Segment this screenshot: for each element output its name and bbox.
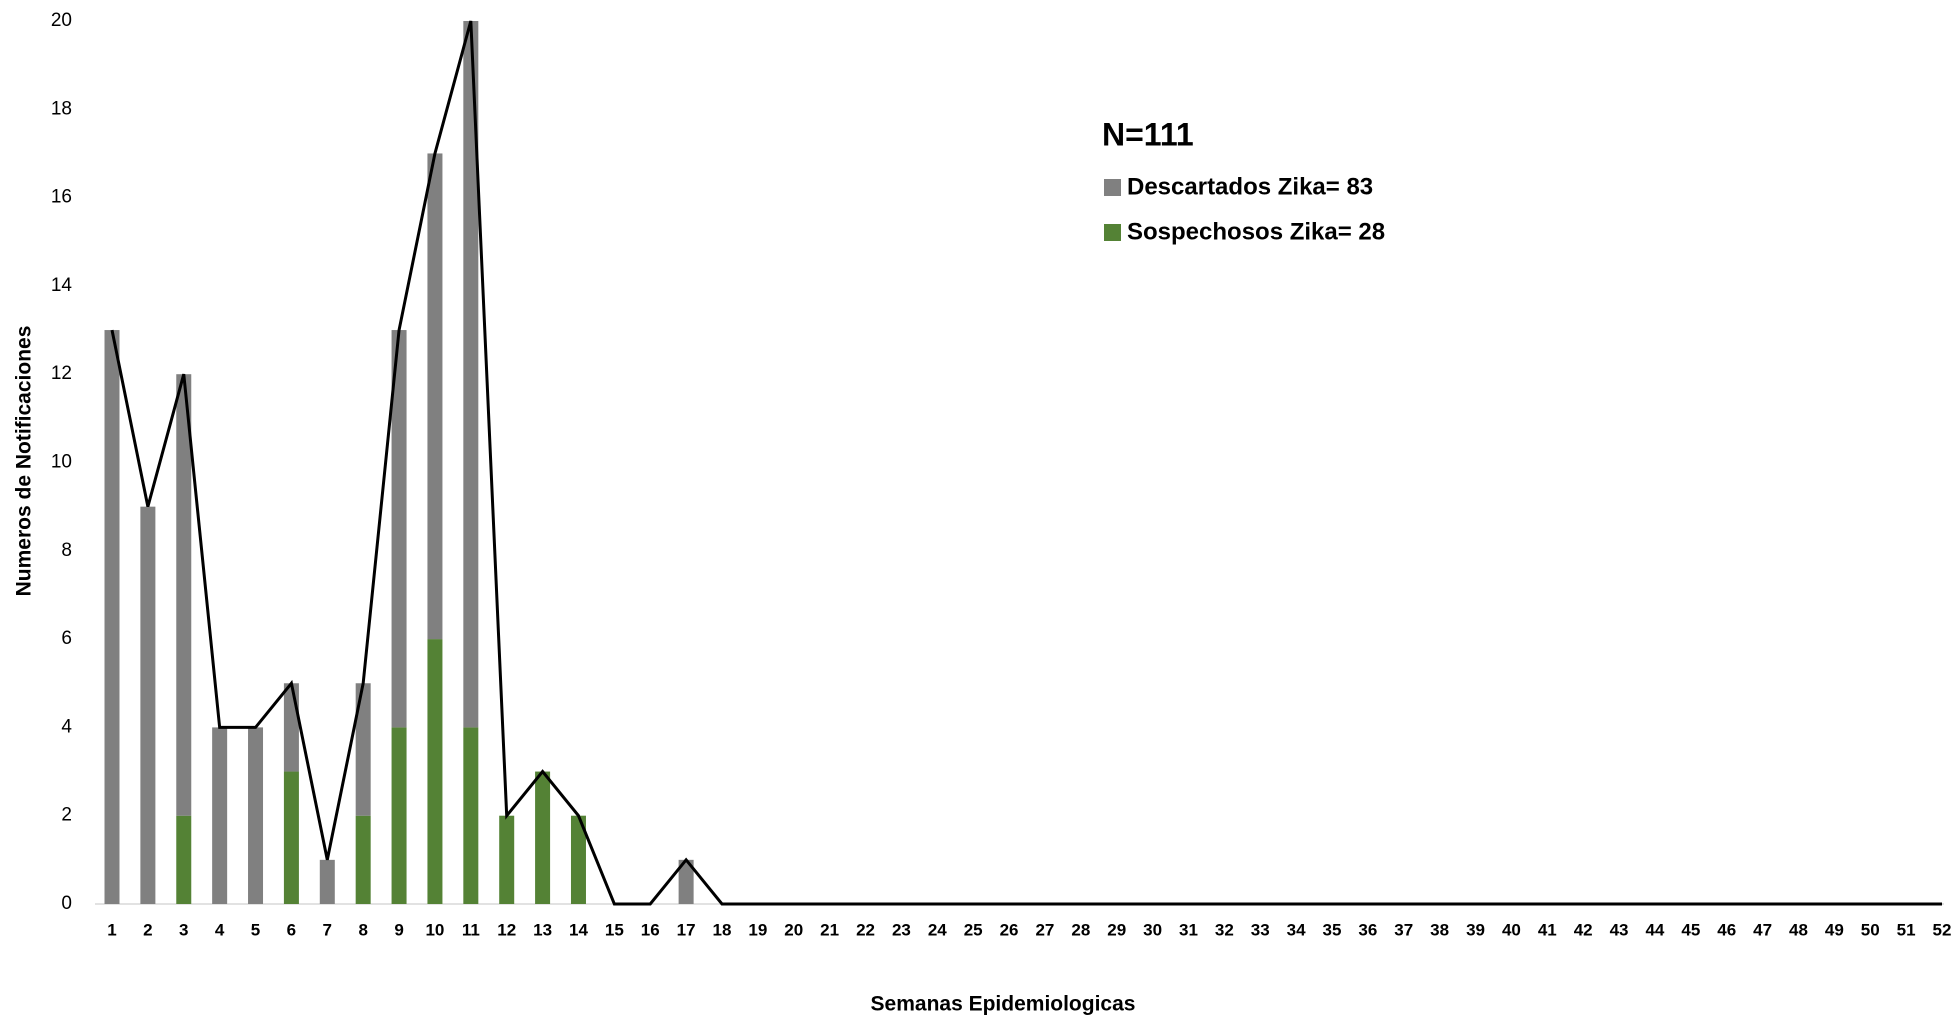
bar-segment — [391, 727, 407, 904]
y-tick-label: 12 — [51, 363, 72, 384]
y-tick-label: 0 — [61, 893, 72, 914]
x-tick-label: 36 — [1358, 920, 1377, 939]
bar-segment — [104, 330, 120, 904]
legend-label: Descartados Zika= 83 — [1127, 173, 1373, 200]
x-tick-label: 27 — [1035, 920, 1054, 939]
x-tick-label: 16 — [641, 920, 660, 939]
bar-segment — [355, 683, 371, 816]
x-tick-label: 43 — [1610, 920, 1629, 939]
bar-segment — [283, 683, 299, 772]
y-tick-label: 18 — [51, 98, 72, 119]
x-tick-label: 35 — [1323, 920, 1342, 939]
legend-swatch — [1104, 179, 1121, 196]
bar-segment — [176, 374, 192, 816]
x-tick-label: 42 — [1574, 920, 1593, 939]
x-tick-label: 15 — [605, 920, 624, 939]
x-tick-label: 3 — [179, 920, 188, 939]
x-tick-label: 51 — [1897, 920, 1916, 939]
x-tick-label: 14 — [569, 920, 588, 939]
x-tick-label: 50 — [1861, 920, 1880, 939]
bar-segment — [391, 330, 407, 728]
x-tick-label: 30 — [1143, 920, 1162, 939]
x-tick-label: 29 — [1107, 920, 1126, 939]
y-axis-title: Numeros de Notificaciones — [13, 326, 36, 597]
x-tick-label: 47 — [1753, 920, 1772, 939]
x-tick-label: 4 — [215, 920, 225, 939]
x-tick-label: 23 — [892, 920, 911, 939]
bar-segment — [535, 771, 551, 904]
y-tick-label: 14 — [51, 275, 73, 296]
x-tick-label: 1 — [107, 920, 116, 939]
x-tick-label: 44 — [1645, 920, 1664, 939]
bar-segment — [212, 727, 228, 904]
x-tick-label: 24 — [928, 920, 947, 939]
x-tick-label: 9 — [394, 920, 403, 939]
bar-segment — [463, 21, 479, 728]
y-tick-label: 2 — [61, 805, 72, 826]
x-tick-label: 28 — [1071, 920, 1090, 939]
x-tick-label: 46 — [1717, 920, 1736, 939]
x-tick-label: 6 — [287, 920, 296, 939]
x-tick-label: 10 — [425, 920, 444, 939]
x-tick-label: 34 — [1287, 920, 1306, 939]
x-tick-label: 37 — [1394, 920, 1413, 939]
bar-segment — [355, 815, 371, 904]
x-tick-label: 40 — [1502, 920, 1521, 939]
x-tick-label: 48 — [1789, 920, 1808, 939]
bar-segment — [678, 859, 694, 904]
x-tick-label: 21 — [820, 920, 839, 939]
y-tick-label: 20 — [51, 10, 72, 31]
bar-segment — [427, 153, 443, 640]
x-tick-label: 20 — [784, 920, 803, 939]
x-tick-label: 2 — [143, 920, 152, 939]
legend-swatch — [1104, 224, 1121, 241]
x-tick-label: 7 — [323, 920, 332, 939]
y-tick-label: 8 — [61, 540, 72, 561]
x-tick-label: 22 — [856, 920, 875, 939]
x-axis-title: Semanas Epidemiologicas — [871, 993, 1136, 1016]
x-tick-label: 32 — [1215, 920, 1234, 939]
y-tick-label: 16 — [51, 187, 72, 208]
x-tick-label: 49 — [1825, 920, 1844, 939]
x-tick-label: 13 — [533, 920, 552, 939]
x-tick-label: 38 — [1430, 920, 1449, 939]
x-tick-label: 17 — [677, 920, 696, 939]
y-tick-label: 6 — [61, 628, 72, 649]
annotation: N=111 — [1102, 116, 1194, 152]
x-tick-label: 5 — [251, 920, 260, 939]
bar-segment — [176, 815, 192, 904]
x-tick-label: 12 — [497, 920, 516, 939]
x-tick-label: 41 — [1538, 920, 1557, 939]
bar-segment — [499, 815, 515, 904]
y-tick-label: 10 — [51, 452, 72, 473]
x-tick-label: 26 — [1000, 920, 1019, 939]
x-tick-label: 33 — [1251, 920, 1270, 939]
x-tick-label: 11 — [462, 920, 480, 939]
legend-label: Sospechosos Zika= 28 — [1127, 218, 1385, 245]
x-tick-label: 31 — [1179, 920, 1198, 939]
bar-segment — [319, 859, 335, 904]
x-tick-label: 8 — [358, 920, 367, 939]
bar-segment — [248, 727, 264, 904]
bar-segment — [283, 771, 299, 904]
x-tick-label: 18 — [713, 920, 732, 939]
total-line — [110, 20, 1942, 906]
x-tick-label: 39 — [1466, 920, 1485, 939]
bar-segment — [463, 727, 479, 904]
x-tick-label: 45 — [1681, 920, 1700, 939]
bar-segment — [140, 506, 156, 904]
x-tick-label: 25 — [964, 920, 983, 939]
bar-segment — [427, 639, 443, 904]
x-tick-label: 52 — [1933, 920, 1952, 939]
bar-segment — [570, 815, 586, 904]
y-tick-label: 4 — [61, 716, 72, 737]
x-tick-label: 19 — [748, 920, 767, 939]
